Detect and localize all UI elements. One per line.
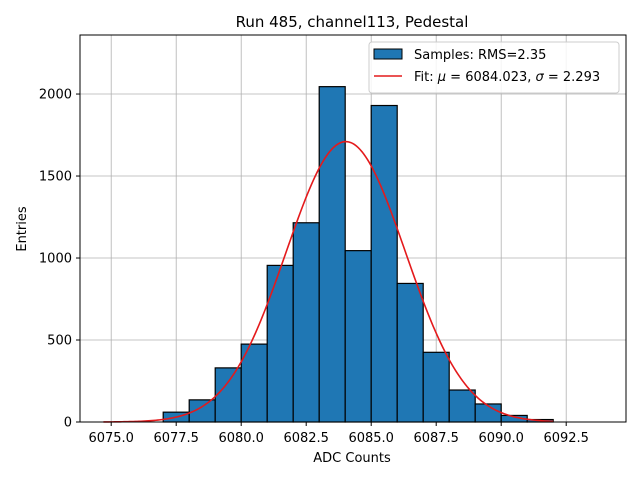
histogram-bar-11 — [448, 389, 476, 423]
histogram-bar-4 — [266, 264, 294, 423]
legend-fit-sigma-value: = 2.293 — [544, 70, 600, 85]
legend-fit-mu-value: = 6084.023, — [446, 70, 535, 85]
histogram-bar-9 — [396, 282, 424, 423]
x-tick-label-7: 6092.5 — [543, 431, 589, 446]
x-axis-ticks: 6075.0 6077.5 6080.0 6082.5 6085.0 6087.5 6090… — [88, 422, 589, 446]
y-axis-ticks: 0 500 1000 1500 2000 — [39, 88, 80, 431]
histogram-bars — [162, 86, 554, 423]
x-tick-label-2: 6080.0 — [218, 431, 264, 446]
y-axis-label: Entries — [15, 206, 30, 252]
histogram-bar-8 — [370, 104, 398, 423]
legend: Samples: RMS=2.35 Fit: μ = 6084.023, σ =… — [368, 41, 620, 94]
x-axis-label: ADC Counts — [313, 451, 391, 466]
legend-fit-sigma-symbol: σ — [536, 70, 545, 85]
x-tick-label-5: 6087.5 — [413, 431, 459, 446]
x-tick-label-3: 6082.5 — [283, 431, 329, 446]
histogram-bar-10 — [422, 351, 450, 423]
fit-curve-layer — [103, 140, 554, 423]
histogram-bar-3 — [240, 343, 268, 423]
legend-box — [368, 41, 620, 94]
y-tick-label-4: 2000 — [39, 88, 72, 103]
histogram-bar-5 — [292, 222, 320, 423]
y-tick-label-0: 0 — [64, 416, 72, 431]
legend-fit-prefix: Fit: — [414, 70, 438, 85]
y-tick-label-2: 1000 — [39, 252, 72, 267]
legend-fit-mu-symbol: μ — [437, 70, 446, 85]
x-tick-label-4: 6085.0 — [348, 431, 394, 446]
fit-curve — [103, 140, 554, 423]
histogram-bar-7 — [344, 250, 372, 423]
histogram-bar-6 — [318, 86, 346, 423]
chart-title: Run 485, channel113, Pedestal — [236, 13, 469, 31]
histogram-bar-2 — [214, 367, 242, 423]
y-tick-label-1: 500 — [47, 334, 72, 349]
plot-frame — [79, 34, 627, 423]
y-tick-label-3: 1500 — [39, 170, 72, 185]
x-tick-label-6: 6090.0 — [478, 431, 524, 446]
x-tick-label-0: 6075.0 — [88, 431, 134, 446]
legend-samples-label: Samples: RMS=2.35 — [414, 48, 546, 63]
legend-fit-label: Fit: μ = 6084.023, σ = 2.293 — [414, 70, 600, 85]
legend-samples-swatch — [373, 48, 403, 60]
x-tick-label-1: 6077.5 — [153, 431, 199, 446]
